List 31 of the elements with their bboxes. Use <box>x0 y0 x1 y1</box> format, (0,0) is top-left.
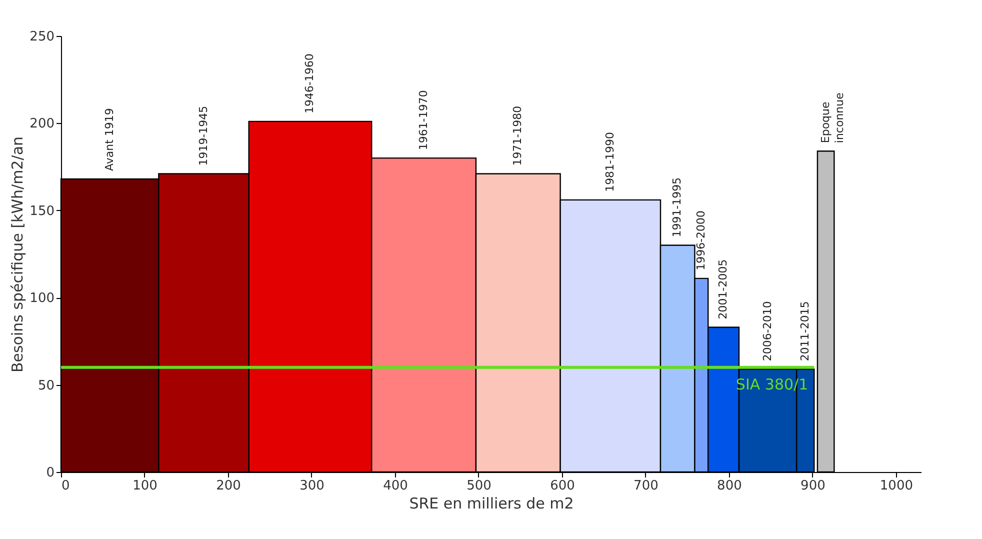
x-tick-label: 500 <box>466 478 492 494</box>
y-tick-label: 200 <box>30 116 54 132</box>
annotation: 1991-1995 <box>670 177 684 238</box>
y-tick-label: 0 <box>46 466 54 480</box>
x-axis-title: SRE en milliers de m2 <box>409 494 574 512</box>
x-tick-label: 1000 <box>880 478 913 494</box>
annotation: 2001-2005 <box>716 259 730 320</box>
x-tick-label: 200 <box>216 478 241 494</box>
y-tick-label: 50 <box>38 378 54 394</box>
annotation: Avant 1919 <box>102 108 116 172</box>
annotation: 1961-1970 <box>416 90 430 150</box>
x-tick-label: 600 <box>550 478 575 494</box>
annotation: 1981-1990 <box>603 132 616 192</box>
annotation: 1919-1945 <box>196 106 210 166</box>
x-tick-label: 300 <box>300 478 324 494</box>
x-tick-label: 400 <box>383 478 408 494</box>
y-tick-label: 150 <box>30 204 54 219</box>
annotation: Epoque inconnue <box>818 92 846 144</box>
y-axis-title: Besoins spécifique [kWh/m2/an <box>8 136 27 373</box>
annotation: 2011-2015 <box>798 301 812 362</box>
annotation: 1971-1980 <box>511 106 524 166</box>
y-tick-label: 100 <box>30 291 54 306</box>
x-tick-label: 800 <box>717 478 742 494</box>
x-tick-label: 700 <box>634 478 658 494</box>
x-tick-label: 0 <box>62 478 70 494</box>
x-tick-label: 100 <box>132 478 158 494</box>
y-tick-label: 250 <box>30 30 54 44</box>
annotation: 2006-2010 <box>760 301 774 362</box>
annotation: 1996-2000 <box>694 210 708 270</box>
x-tick-label: 900 <box>800 478 826 494</box>
annotation: 1946-1960 <box>303 53 316 114</box>
